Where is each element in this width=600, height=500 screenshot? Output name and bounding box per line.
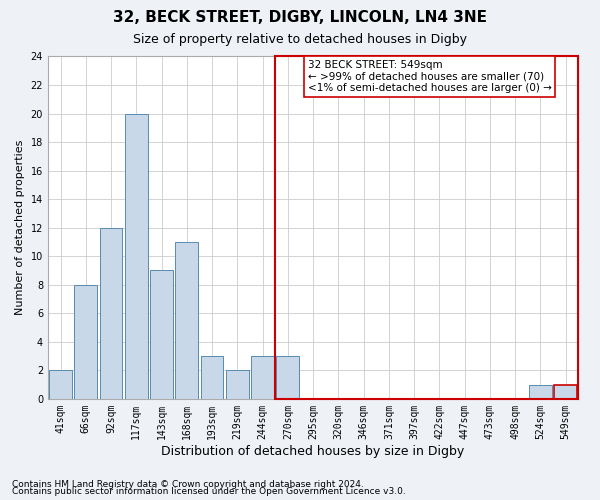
Text: Contains HM Land Registry data © Crown copyright and database right 2024.: Contains HM Land Registry data © Crown c… <box>12 480 364 489</box>
Text: 32 BECK STREET: 549sqm
← >99% of detached houses are smaller (70)
<1% of semi-de: 32 BECK STREET: 549sqm ← >99% of detache… <box>308 60 551 93</box>
X-axis label: Distribution of detached houses by size in Digby: Distribution of detached houses by size … <box>161 444 465 458</box>
Bar <box>529 384 552 399</box>
Bar <box>125 114 148 399</box>
Bar <box>100 228 122 399</box>
Bar <box>74 284 97 399</box>
Bar <box>175 242 198 399</box>
Bar <box>201 356 223 399</box>
Bar <box>150 270 173 399</box>
Bar <box>49 370 72 399</box>
Bar <box>554 384 577 399</box>
Bar <box>277 356 299 399</box>
Y-axis label: Number of detached properties: Number of detached properties <box>15 140 25 316</box>
Bar <box>275 56 578 399</box>
Text: 32, BECK STREET, DIGBY, LINCOLN, LN4 3NE: 32, BECK STREET, DIGBY, LINCOLN, LN4 3NE <box>113 10 487 25</box>
Bar <box>251 356 274 399</box>
Bar <box>226 370 248 399</box>
Text: Size of property relative to detached houses in Digby: Size of property relative to detached ho… <box>133 32 467 46</box>
Text: Contains public sector information licensed under the Open Government Licence v3: Contains public sector information licen… <box>12 487 406 496</box>
